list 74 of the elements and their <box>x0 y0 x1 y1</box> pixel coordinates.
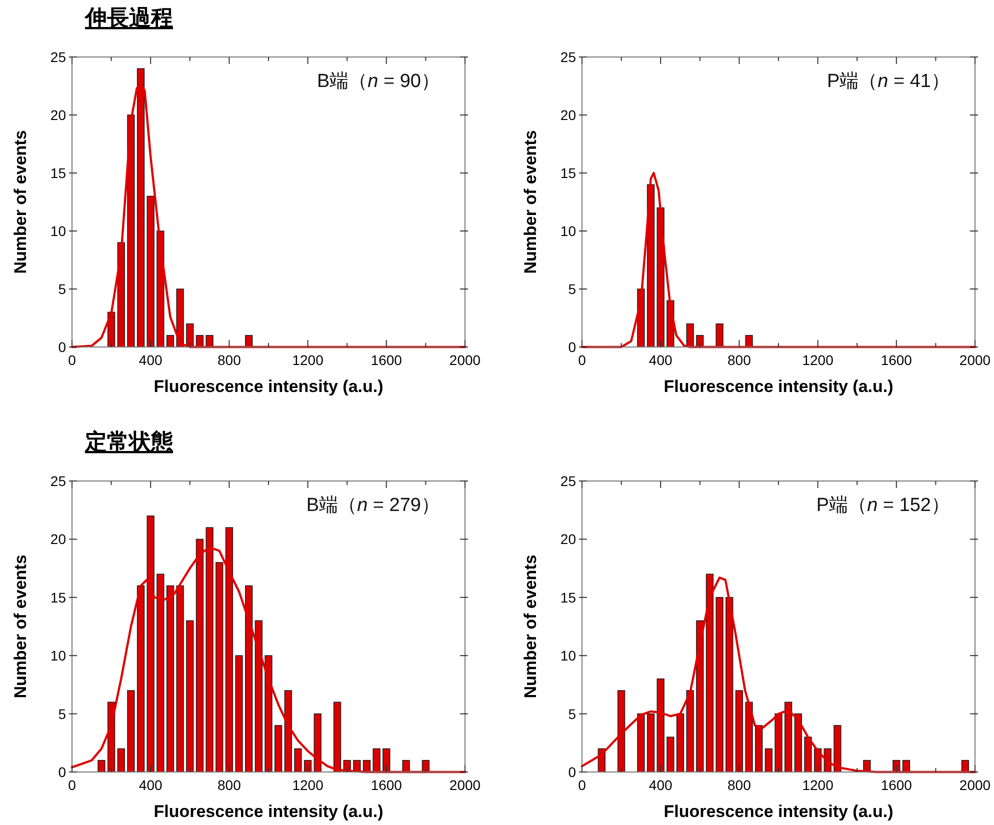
bar <box>716 597 724 772</box>
annotation: P端（n = 152） <box>816 495 950 516</box>
x-tick-label: 1200 <box>292 777 324 793</box>
bar <box>98 760 106 772</box>
y-tick-label: 0 <box>568 339 576 355</box>
x-tick-label: 1600 <box>880 777 912 793</box>
line-series <box>580 576 976 774</box>
x-tick-label: 0 <box>68 777 76 793</box>
y-tick-label: 0 <box>58 764 66 780</box>
bar <box>127 690 135 772</box>
bar <box>166 335 174 347</box>
x-tick-label: 1600 <box>880 352 912 368</box>
bar <box>764 748 773 772</box>
line-series <box>580 172 976 348</box>
x-axis-title: Fluorescence intensity (a.u.) <box>664 802 894 821</box>
y-axis-title: Number of events <box>521 554 540 698</box>
x-tick-label: 2000 <box>959 352 991 368</box>
y-axis-title: Number of events <box>11 554 30 698</box>
x-tick-label: 1600 <box>370 352 402 368</box>
y-tick-label: 0 <box>568 764 576 780</box>
y-tick-label: 5 <box>58 706 66 722</box>
x-tick-label: 800 <box>218 352 242 368</box>
x-tick-label: 800 <box>728 777 752 793</box>
x-axis-title: Fluorescence intensity (a.u.) <box>154 802 384 821</box>
bar <box>294 748 302 772</box>
bar <box>666 736 674 772</box>
x-tick-label: 2000 <box>449 777 481 793</box>
y-tick-label: 25 <box>560 473 576 489</box>
y-axis-title: Number of events <box>11 130 30 274</box>
x-axis-title: Fluorescence intensity (a.u.) <box>664 377 894 396</box>
y-axis-title: Number of events <box>521 130 540 274</box>
x-tick-label: 400 <box>648 352 672 368</box>
y-tick-label: 5 <box>568 706 576 722</box>
x-tick-label: 800 <box>218 777 242 793</box>
y-tick-label: 20 <box>560 531 576 548</box>
x-tick-label: 400 <box>138 352 162 368</box>
y-tick-label: 25 <box>560 49 576 65</box>
y-tick-label: 20 <box>50 531 66 548</box>
x-tick-label: 800 <box>728 352 752 368</box>
y-tick-label: 15 <box>560 165 576 181</box>
x-tick-label: 400 <box>138 777 162 793</box>
x-tick-label: 1200 <box>802 777 834 793</box>
chart-title: 伸長過程 <box>84 5 173 30</box>
bar <box>235 655 243 772</box>
y-tick-label: 20 <box>50 107 66 123</box>
y-tick-label: 15 <box>50 589 66 606</box>
x-tick-label: 0 <box>578 777 586 793</box>
y-tick-label: 0 <box>58 339 66 355</box>
x-tick-label: 2000 <box>449 352 481 368</box>
y-tick-label: 10 <box>560 223 576 239</box>
annotation: B端（n = 90） <box>316 71 440 92</box>
y-tick-label: 25 <box>50 49 66 65</box>
x-tick-label: 2000 <box>959 777 991 793</box>
x-tick-label: 0 <box>68 352 76 368</box>
y-tick-label: 10 <box>50 648 66 664</box>
y-tick-label: 25 <box>50 473 66 489</box>
y-tick-label: 5 <box>58 281 66 297</box>
x-axis-title: Fluorescence intensity (a.u.) <box>154 377 384 396</box>
y-tick-label: 10 <box>50 223 66 239</box>
x-tick-label: 0 <box>578 352 586 368</box>
x-tick-label: 1200 <box>802 352 834 368</box>
y-tick-label: 15 <box>50 165 66 181</box>
bar <box>274 725 282 772</box>
y-tick-label: 5 <box>568 281 576 297</box>
y-tick-label: 10 <box>560 648 576 664</box>
x-tick-label: 1600 <box>370 777 402 793</box>
bar <box>186 620 194 772</box>
annotation: P端（n = 41） <box>826 71 950 92</box>
y-tick-label: 15 <box>560 589 576 606</box>
x-tick-label: 1200 <box>292 352 324 368</box>
bar <box>117 748 125 772</box>
x-tick-label: 400 <box>648 777 672 793</box>
y-tick-label: 20 <box>560 107 576 123</box>
annotation: B端（n = 279） <box>306 495 440 516</box>
